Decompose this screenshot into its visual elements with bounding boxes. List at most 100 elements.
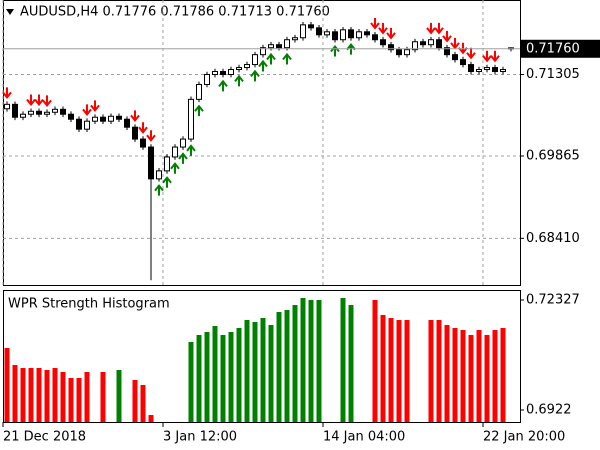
candle-body [172, 146, 178, 158]
candle-body [284, 39, 290, 49]
signal-arrow [442, 30, 452, 43]
x-tick-label: 14 Jan 04:00 [323, 430, 405, 445]
x-tick-label: 21 Dec 2018 [3, 430, 86, 445]
last-price-box [520, 39, 600, 58]
last-price-label: 0.71760 [526, 41, 580, 56]
histogram-bar [132, 380, 138, 422]
signal-arrow [90, 100, 100, 113]
histogram-bar [404, 319, 410, 422]
candle-body [36, 110, 42, 115]
histogram-bar [228, 331, 234, 422]
candle-body [44, 111, 50, 115]
candle-body [492, 67, 498, 73]
candle-body [76, 118, 82, 130]
histogram-bar [68, 377, 74, 422]
indicator-pane [3, 290, 521, 423]
signal-arrow [218, 79, 228, 92]
histogram-bar [252, 322, 258, 422]
signal-arrow [482, 50, 492, 63]
candle-body [148, 146, 154, 180]
histogram-bar [292, 305, 298, 422]
histogram-bar [340, 298, 346, 422]
candle-body [28, 110, 34, 115]
candle-body [444, 47, 450, 56]
signal-arrow [26, 94, 36, 107]
histogram-bar [140, 384, 146, 422]
candle-body [228, 69, 234, 76]
signal-arrow [154, 184, 164, 196]
histogram-bar [36, 368, 42, 422]
signal-arrow [170, 162, 180, 174]
candle-body [60, 108, 66, 115]
histogram-bar [212, 326, 218, 422]
candle-body [4, 103, 10, 110]
candle-body [412, 41, 418, 51]
signal-arrow [386, 27, 396, 40]
candle-body [268, 44, 274, 49]
histogram-bar [12, 364, 18, 422]
chart-title: AUDUSD,H4 0.71776 0.71786 0.71713 0.7176… [20, 5, 330, 20]
candle-body [348, 29, 354, 39]
signal-arrow [234, 74, 244, 87]
candle-body [460, 59, 466, 66]
candle-body [84, 120, 90, 130]
signal-arrow [34, 94, 44, 107]
histogram-bar [244, 319, 250, 422]
signal-arrow [162, 176, 172, 188]
signal-arrow [186, 144, 196, 156]
candle-body [300, 24, 306, 39]
candle-body [436, 39, 442, 49]
histogram-bar [52, 368, 58, 422]
candle-body [204, 74, 210, 85]
candle-body [188, 98, 194, 140]
candle-body [316, 27, 322, 36]
signal-arrow [130, 110, 140, 122]
y-tick-label: 0.71305 [526, 67, 580, 82]
candle-body [372, 34, 378, 41]
signal-arrow [426, 22, 436, 35]
histogram-bar [380, 314, 386, 422]
signal-arrow [138, 122, 148, 134]
histogram-bar [268, 324, 274, 422]
signal-arrow [490, 50, 500, 63]
signal-arrow [370, 17, 380, 30]
menu-triangle[interactable] [6, 9, 14, 15]
histogram-bar [148, 414, 154, 422]
candle-body [484, 67, 490, 71]
candle-body [244, 64, 250, 69]
histogram-bar [196, 335, 202, 422]
candle-body [308, 24, 314, 29]
histogram-bar [188, 341, 194, 422]
histogram-bar [260, 318, 266, 422]
signal-arrow [146, 130, 156, 142]
candle-body [404, 49, 410, 56]
histogram-bar [492, 330, 498, 422]
indicator-title: WPR Strength Histogram [8, 297, 170, 312]
candle-body [212, 71, 218, 76]
histogram-bar [44, 369, 50, 422]
histogram-bar [60, 372, 66, 422]
price-pane [3, 0, 521, 286]
signal-arrow [282, 52, 292, 65]
candle-body [100, 116, 106, 122]
signal-arrow [250, 69, 260, 82]
histogram-bar [28, 368, 34, 422]
histogram-bar [76, 377, 82, 422]
histogram-bar [460, 330, 466, 422]
candle-body [356, 31, 362, 39]
candle-body [156, 170, 162, 180]
candle-body [260, 47, 266, 56]
histogram-bar [428, 319, 434, 422]
candle-body [116, 115, 122, 120]
candle-body [52, 108, 58, 113]
histogram-bar [116, 369, 122, 422]
candle-body [196, 83, 202, 100]
histogram-bar [484, 335, 490, 422]
histogram-bar [236, 327, 242, 422]
signal-arrow [266, 52, 276, 65]
histogram-bar [84, 372, 90, 422]
histogram-bar [372, 299, 378, 422]
candle-body [252, 54, 258, 66]
candle-body [468, 64, 474, 73]
